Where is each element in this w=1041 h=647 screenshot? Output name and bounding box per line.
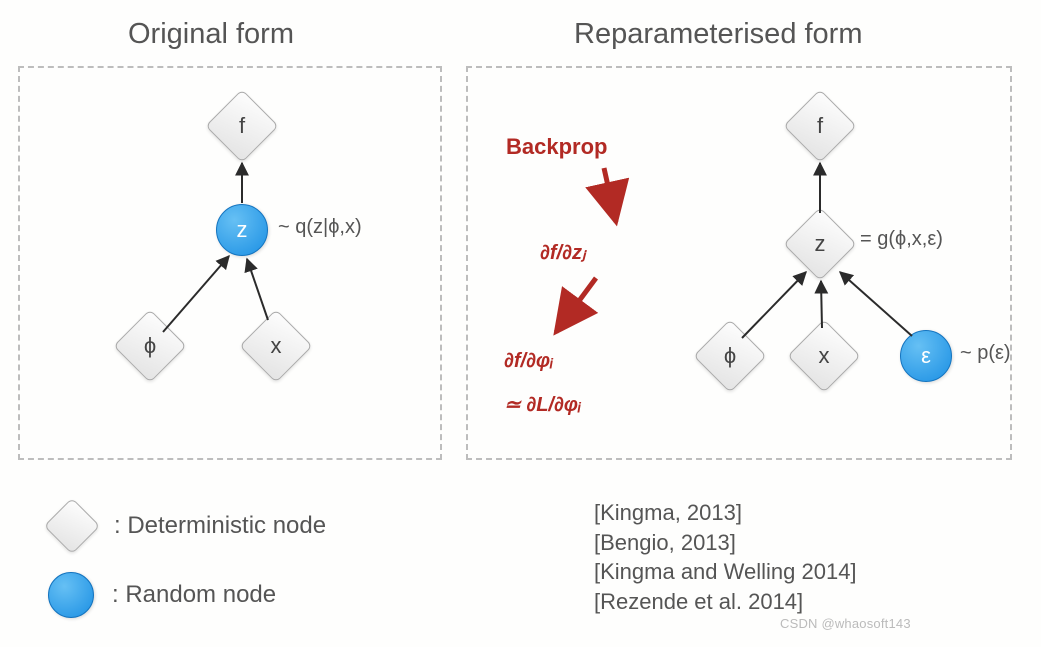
- citation-0: [Kingma, 2013]: [594, 498, 857, 528]
- rep-label-z: z: [815, 231, 826, 257]
- legend-random-text: : Random node: [112, 581, 276, 609]
- rep-label-f: f: [817, 113, 823, 139]
- grad-dz: ∂f/∂zⱼ: [540, 240, 585, 265]
- orig-node-z: z: [216, 204, 268, 256]
- legend-diamond-icon: [44, 498, 101, 555]
- title-reparam: Reparameterised form: [574, 18, 863, 51]
- grad-dphi: ∂f/∂φᵢ: [504, 350, 553, 373]
- rep-node-eps: ε: [900, 330, 952, 382]
- rep-annot-z: = g(ϕ,x,ε): [860, 228, 943, 251]
- rep-label-x: x: [819, 343, 830, 369]
- citations: [Kingma, 2013] [Bengio, 2013] [Kingma an…: [594, 498, 857, 617]
- rep-label-phi: ϕ: [724, 343, 736, 369]
- orig-annot-z: ~ q(z|ϕ,x): [278, 216, 362, 239]
- rep-annot-eps: ~ p(ε): [960, 342, 1011, 365]
- orig-label-x: x: [271, 333, 282, 359]
- citation-1: [Bengio, 2013]: [594, 528, 857, 558]
- backprop-label: Backprop: [506, 134, 607, 160]
- legend-deterministic: : Deterministic node: [44, 498, 326, 554]
- watermark: CSDN @whaosoft143: [780, 616, 911, 631]
- orig-label-z: z: [237, 217, 248, 243]
- legend-random: : Random node: [44, 568, 276, 622]
- grad-dL: ≃ ∂L/∂φᵢ: [504, 392, 581, 417]
- citation-3: [Rezende et al. 2014]: [594, 587, 857, 617]
- citation-2: [Kingma and Welling 2014]: [594, 557, 857, 587]
- legend-deterministic-text: : Deterministic node: [114, 512, 326, 540]
- orig-label-f: f: [239, 113, 245, 139]
- title-original: Original form: [128, 18, 294, 51]
- legend-circle-icon: [48, 572, 94, 618]
- orig-label-phi: ϕ: [144, 333, 156, 359]
- rep-label-eps: ε: [921, 343, 931, 369]
